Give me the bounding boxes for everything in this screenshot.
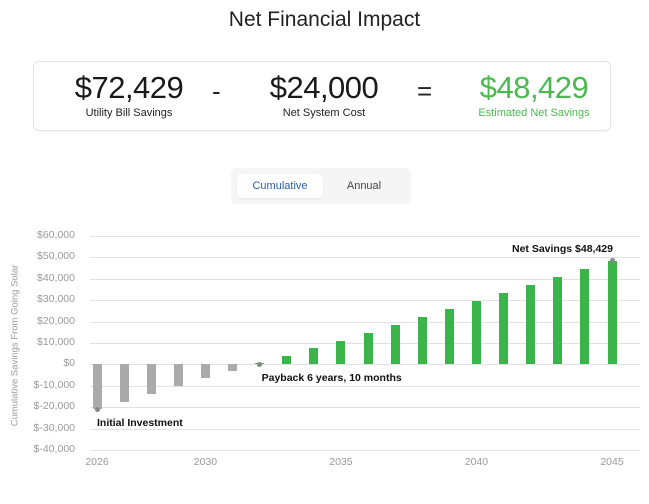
grid-line (90, 407, 640, 408)
net-cost-value: $24,000 (269, 70, 379, 105)
annotation-marker (94, 406, 100, 412)
net-savings-label: Estimated Net Savings (478, 107, 590, 119)
bar-2045[interactable] (607, 260, 617, 365)
y-axis-label: Cumulative Savings From Going Solar (9, 264, 21, 427)
equals-operator: = (417, 76, 433, 106)
grid-line (90, 257, 640, 258)
utility-savings-label: Utility Bill Savings (85, 107, 173, 119)
y-tick-label: $50,000 (37, 250, 75, 263)
bar-2027[interactable] (119, 364, 129, 402)
x-tick-label: 2035 (329, 456, 353, 468)
x-tick-label: 2030 (193, 456, 218, 468)
net-cost-label: Net System Cost (282, 107, 366, 119)
tab-annual[interactable]: Annual (346, 180, 382, 192)
chart-annotation: Initial Investment (97, 417, 183, 429)
y-tick-label: $60,000 (37, 229, 75, 241)
page-title: Net Financial Impact (228, 8, 421, 31)
bar-2028[interactable] (146, 364, 156, 394)
grid-line (90, 236, 640, 237)
bar-2039[interactable] (444, 309, 454, 365)
bar-2037[interactable] (390, 325, 400, 365)
utility-savings-metric: $72,429 Utility Bill Savings (54, 70, 204, 119)
bar-2031[interactable] (228, 364, 238, 371)
grid-line (90, 429, 640, 430)
minus-operator: - (212, 76, 221, 106)
y-tick-label: $0 (63, 357, 75, 370)
bar-2036[interactable] (363, 332, 373, 365)
view-toggle: Cumulative Annual (231, 168, 411, 204)
net-savings-metric: $48,429 Estimated Net Savings (459, 70, 609, 119)
y-tick-label: $-20,000 (33, 400, 75, 413)
bar-2033[interactable] (282, 355, 292, 365)
bar-2030[interactable] (200, 364, 210, 378)
tab-cumulative[interactable]: Cumulative (237, 174, 323, 198)
net-cost-metric: $24,000 Net System Cost (244, 70, 404, 119)
grid-line (90, 300, 640, 301)
summary-card: $72,429 Utility Bill Savings - $24,000 N… (33, 61, 611, 131)
chart-annotation: Net Savings $48,429 (512, 243, 613, 255)
y-tick-label: $20,000 (37, 314, 75, 327)
bar-2044[interactable] (580, 269, 590, 365)
grid-line (90, 322, 640, 323)
net-savings-value: $48,429 (479, 70, 589, 105)
bar-2034[interactable] (309, 348, 319, 365)
bar-2043[interactable] (553, 277, 563, 365)
y-tick-label: $30,000 (37, 293, 75, 306)
grid-line (90, 279, 640, 280)
y-tick-label: $-30,000 (33, 421, 75, 434)
annotation-marker (257, 361, 263, 367)
grid-line (90, 364, 640, 365)
x-tick-label: 2026 (85, 456, 109, 468)
y-tick-label: $10,000 (37, 336, 75, 348)
grid-line (90, 386, 640, 387)
y-tick-label: $-10,000 (33, 378, 75, 391)
bar-2035[interactable] (336, 340, 346, 365)
y-tick-label: $40,000 (37, 271, 75, 284)
y-tick-label: $-40,000 (33, 443, 75, 455)
annotation-marker (609, 258, 615, 264)
utility-savings-value: $72,429 (74, 70, 184, 105)
x-tick-label: 2045 (600, 456, 624, 468)
grid-line (90, 450, 640, 451)
bar-2038[interactable] (417, 317, 427, 365)
bar-2040[interactable] (471, 301, 481, 365)
bar-2042[interactable] (526, 285, 536, 365)
x-tick-label: 2040 (464, 456, 489, 468)
bar-2029[interactable] (173, 364, 183, 386)
chart-annotation: Payback 6 years, 10 months (261, 372, 402, 384)
bar-2041[interactable] (499, 293, 509, 365)
bar-2026[interactable] (92, 364, 102, 410)
